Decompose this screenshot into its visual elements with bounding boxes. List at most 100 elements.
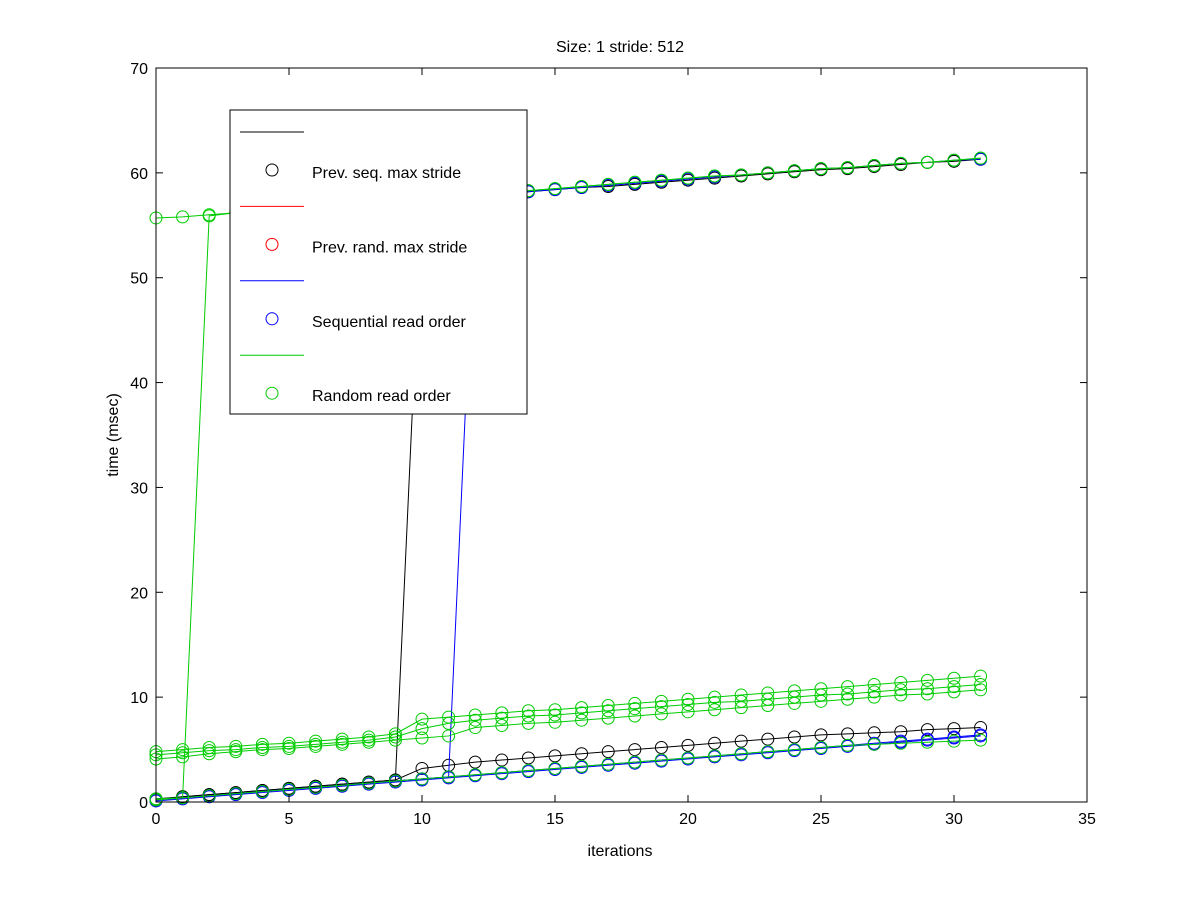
data-point [681,692,695,706]
data-point [920,682,934,696]
data-point [841,680,855,694]
x-tick-label: 20 [679,811,697,828]
data-point [708,690,722,704]
legend-marker-swatch [265,163,279,177]
data-point [468,708,482,722]
data-point [335,732,349,746]
data-point [920,735,934,749]
data-point [920,687,934,701]
data-point [734,747,748,761]
data-point [841,687,855,701]
legend-label: Random read order [312,388,451,405]
data-point [468,713,482,727]
data-point [229,787,243,801]
legend-marker-swatch [265,237,279,251]
data-point [974,669,988,683]
data-point [521,716,535,730]
data-point [575,713,589,727]
data-point [495,718,509,732]
series-line [155,684,981,756]
series-line [155,689,981,760]
y-tick-label: 40 [130,376,148,393]
data-point [787,743,801,757]
data-point [974,151,988,165]
data-series [149,733,988,807]
data-point [867,685,881,699]
data-point [282,742,296,756]
data-point [681,738,695,752]
data-point [654,694,668,708]
data-point [628,709,642,723]
data-point [841,738,855,752]
data-point [415,772,429,786]
data-point [681,751,695,765]
data-point [176,750,190,764]
data-point [309,734,323,748]
data-point [654,707,668,721]
legend-marker-swatch [265,386,279,400]
data-point [894,736,908,750]
data-point [575,701,589,715]
data-point [814,694,828,708]
y-tick-label: 70 [130,61,148,78]
chart-title: Size: 1 stride: 512 [556,39,684,56]
data-point [654,753,668,767]
data-point [601,704,615,718]
legend-box [229,109,528,415]
data-point [521,709,535,723]
data-point [974,729,988,743]
data-point [708,703,722,717]
x-tick-label: 5 [285,811,294,828]
data-point [442,729,456,743]
data-point [628,696,642,710]
data-point [681,705,695,719]
data-point [628,702,642,716]
y-tick-label: 50 [130,271,148,288]
data-point [202,744,216,758]
data-point [814,162,828,176]
y-tick-label: 0 [139,795,148,812]
data-point [761,699,775,713]
data-point [947,731,961,745]
data-point [548,703,562,717]
data-point [495,711,509,725]
data-point [947,685,961,699]
data-point [814,728,828,742]
data-point [708,749,722,763]
data-point [309,780,323,794]
legend-label: Prev. seq. max stride [312,165,461,182]
data-point [255,743,269,757]
data-point [947,153,961,167]
data-point [521,764,535,778]
y-tick-label: 30 [130,480,148,497]
data-point [894,683,908,697]
data-point [415,731,429,745]
data-point [947,722,961,736]
data-point [734,701,748,715]
data-point [601,745,615,759]
data-point [681,171,695,185]
data-point [894,688,908,702]
data-series [149,683,988,766]
data-point [708,736,722,750]
data-point [894,156,908,170]
data-point [468,755,482,769]
data-point [708,169,722,183]
ticks-layer: 0 5 10 15 20 25 30 35 0 10 20 30 40 50 60 70 [130,61,1096,828]
data-point [601,711,615,725]
series-line [155,739,981,801]
data-point [974,678,988,692]
data-point [867,737,881,751]
data-point [229,739,243,753]
data-point [947,671,961,685]
plot-frame [155,67,1088,803]
data-point [176,743,190,757]
data-point [442,716,456,730]
data-point [761,745,775,759]
x-tick-label: 25 [812,811,830,828]
data-point [867,678,881,692]
data-point [654,700,668,714]
data-point [628,175,642,189]
legend: Prev. seq. max stride Prev. rand. max str… [229,109,528,415]
